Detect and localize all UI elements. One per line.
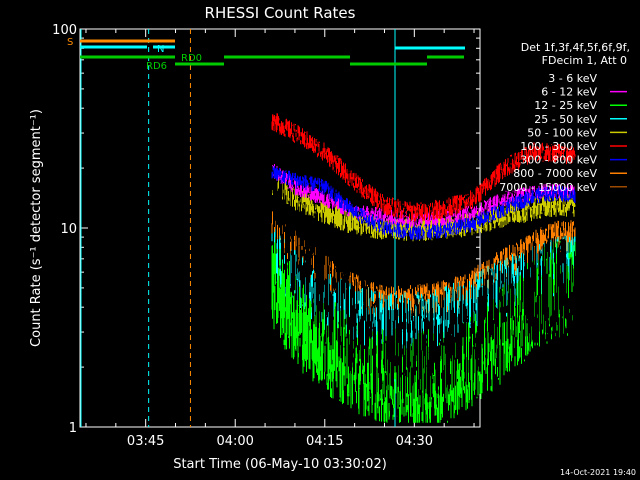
x-tick-label: 04:30 — [396, 434, 433, 449]
legend-label: 800 - 7000 keV — [513, 167, 597, 180]
legend-label: 25 - 50 keV — [534, 113, 597, 126]
series-layer — [271, 113, 576, 423]
legend-label: 50 - 100 keV — [527, 126, 597, 139]
legend-label: 6 - 12 keV — [541, 86, 597, 99]
y-axis-label: Count Rate (s⁻¹ detector segment⁻¹) — [29, 109, 44, 347]
x-tick-label: 04:15 — [306, 434, 343, 449]
S-label: S — [67, 37, 73, 48]
RD6-label: RD6 — [146, 61, 167, 72]
y-tick-label: 1 — [69, 421, 77, 436]
RD0-label: RD0 — [181, 53, 202, 64]
legend-header-line1: Det 1f,3f,4f,5f,6f,9f, — [521, 41, 630, 54]
legend-label: 3 - 6 keV — [548, 72, 597, 85]
legend-label: 300 - 800 keV — [520, 154, 597, 167]
y-tick-label: 100 — [52, 23, 77, 38]
series-trace — [271, 166, 576, 241]
footer-timestamp: 14-Oct-2021 19:40 — [560, 468, 636, 477]
x-tick-label: 03:45 — [127, 434, 164, 449]
N-label: N — [157, 44, 164, 55]
axis-ticks: 03:45 04:00 04:15 04:30 1 10 100 — [52, 23, 480, 449]
legend-label: 7000 - 15000 keV — [499, 181, 597, 194]
attenuator-state-bars: S N RD0 RD6 — [67, 37, 465, 72]
series-trace — [271, 113, 576, 222]
x-axis-label: Start Time (06-May-10 03:30:02) — [173, 457, 387, 472]
chart-title: RHESSI Count Rates — [205, 4, 356, 22]
legend-label: 100 - 300 keV — [520, 140, 597, 153]
x-tick-label: 04:00 — [216, 434, 253, 449]
legend-header-line2: FDecim 1, Att 0 — [542, 54, 627, 67]
y-tick-label: 10 — [60, 222, 77, 237]
legend-label: 12 - 25 keV — [534, 99, 597, 112]
